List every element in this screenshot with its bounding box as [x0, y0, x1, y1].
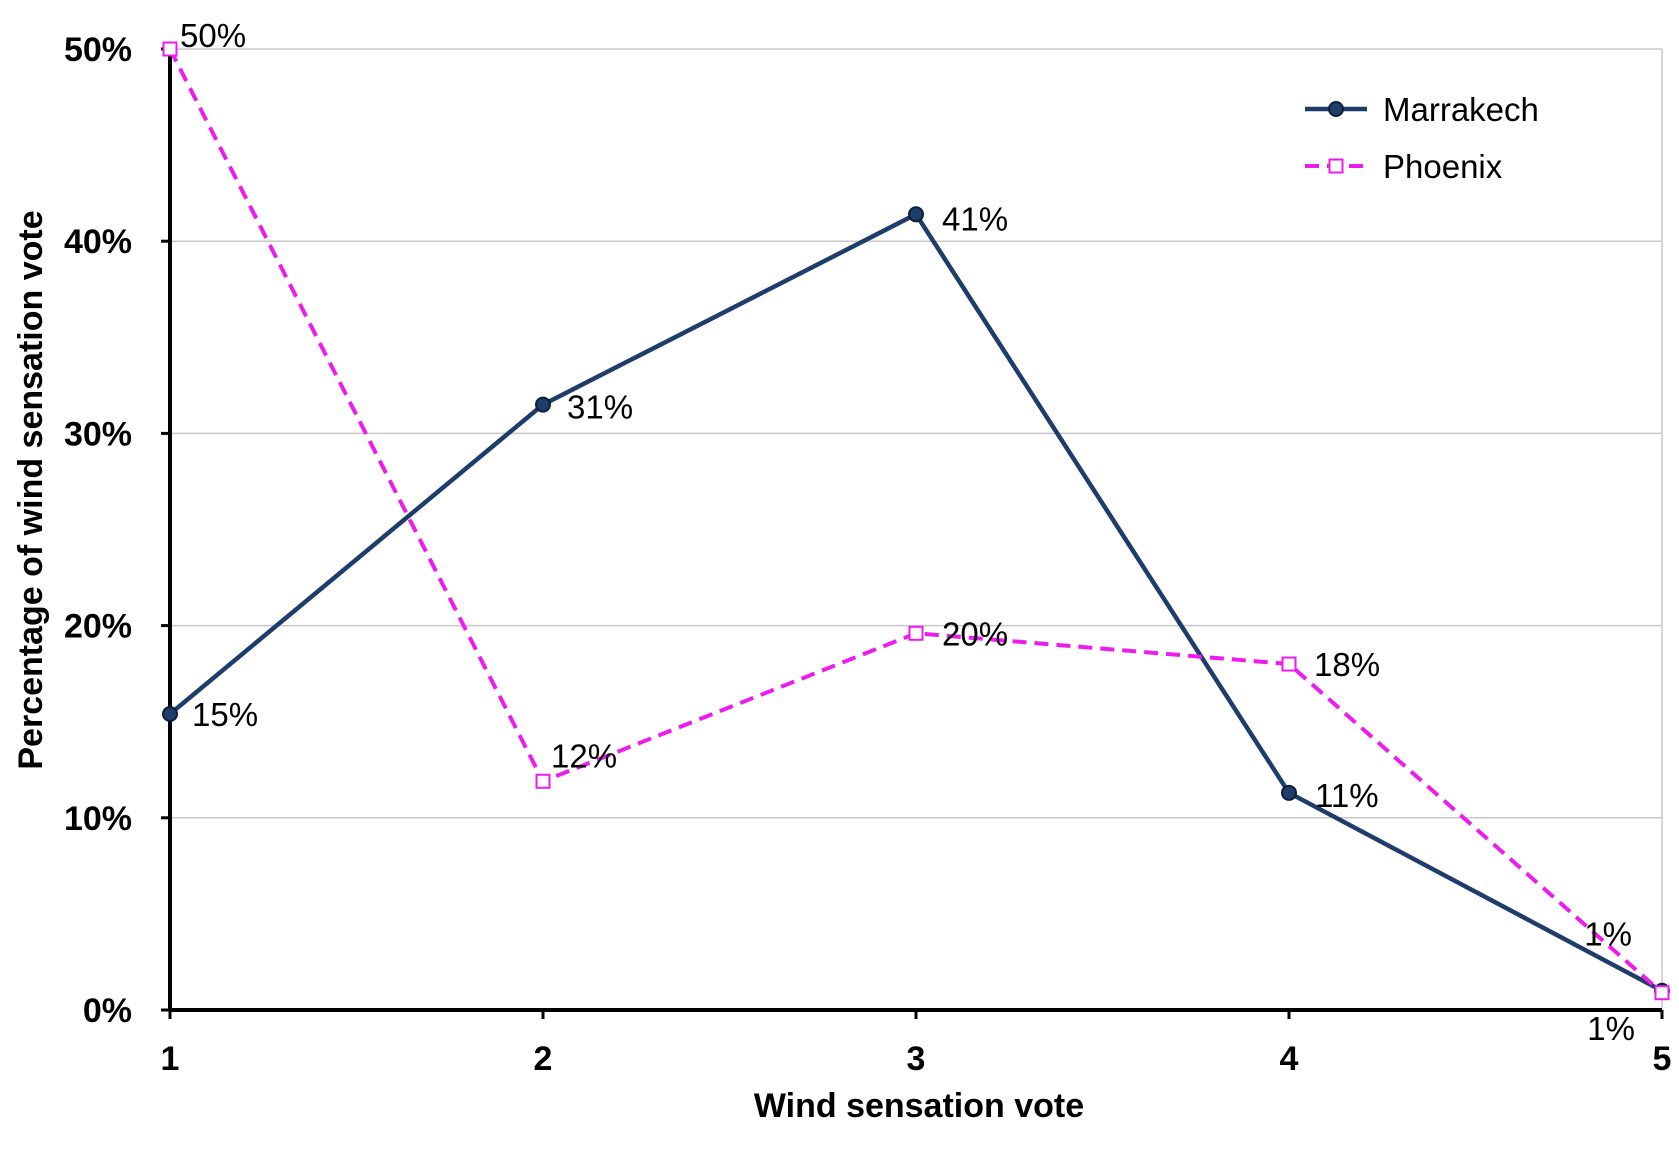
y-tick-label: 0%	[83, 992, 132, 1030]
x-axis-title: Wind sensation vote	[754, 1087, 1084, 1125]
data-label-marrakech: 1%	[1587, 1010, 1635, 1047]
y-tick-label: 10%	[64, 800, 132, 838]
y-axis-title: Percentage of wind sensation vote	[12, 210, 50, 769]
data-label-phoenix: 50%	[180, 17, 246, 54]
data-label-phoenix: 12%	[551, 737, 617, 774]
x-tick-label: 5	[1653, 1040, 1672, 1078]
gridlines	[170, 48, 1663, 1010]
legend-label-marrakech: Marrakech	[1383, 91, 1539, 128]
legend: Marrakech Phoenix	[1305, 91, 1539, 185]
data-point-phoenix	[1654, 985, 1670, 1001]
x-tick-label: 3	[907, 1040, 926, 1078]
data-point-phoenix	[162, 41, 178, 57]
series-line-marrakech	[168, 212, 1664, 993]
data-point-phoenix	[908, 625, 924, 641]
series-line-phoenix	[168, 48, 1664, 995]
y-tick-label: 20%	[64, 608, 132, 646]
x-tick-label: 4	[1280, 1040, 1299, 1078]
legend-marker-phoenix	[1328, 158, 1344, 174]
series-layer	[162, 41, 1670, 1001]
x-tick-label: 1	[161, 1040, 180, 1078]
data-point-marrakech	[908, 206, 924, 223]
data-point-phoenix	[535, 773, 551, 789]
data-labels: 15% 31% 41% 11% 1% 50% 12% 20% 18% 1%	[180, 17, 1635, 1047]
legend-label-phoenix: Phoenix	[1383, 148, 1503, 185]
data-label-phoenix: 18%	[1314, 646, 1380, 683]
data-label-marrakech: 11%	[1315, 777, 1379, 814]
y-tick-label: 50%	[64, 31, 132, 69]
y-tick-label: 40%	[64, 223, 132, 261]
legend-marker-marrakech	[1328, 101, 1344, 117]
data-label-phoenix: 20%	[942, 615, 1008, 652]
data-point-marrakech	[535, 396, 551, 413]
x-tick-label: 2	[534, 1040, 553, 1078]
y-tick-label: 30%	[64, 415, 132, 453]
data-point-phoenix	[1281, 656, 1297, 672]
data-label-marrakech: 41%	[942, 200, 1008, 237]
data-label-marrakech: 31%	[567, 389, 633, 426]
data-label-marrakech: 15%	[192, 696, 258, 733]
data-label-phoenix: 1%	[1584, 916, 1632, 953]
data-point-marrakech	[162, 706, 178, 723]
axes: 0% 10% 20% 30% 40% 50% 1 2 3 4 5	[64, 31, 1672, 1078]
data-point-marrakech	[1281, 784, 1297, 801]
